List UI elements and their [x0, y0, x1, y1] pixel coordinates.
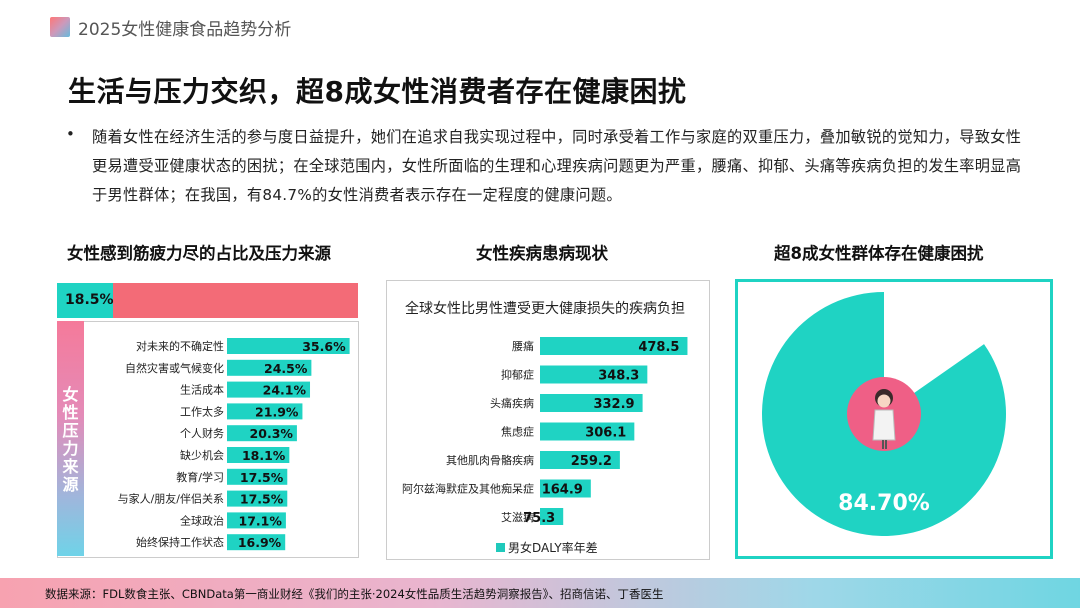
legend-swatch	[496, 543, 505, 552]
category-label: 始终保持工作状态	[136, 535, 224, 549]
bar	[227, 338, 350, 354]
side-label: 女性压力来源	[57, 386, 84, 494]
figure-body	[872, 409, 896, 441]
category-label: 工作太多	[180, 404, 224, 418]
middle-section-title: 女性疾病患病现状	[476, 244, 608, 263]
category-label: 阿尔兹海默症及其他痴呆症	[402, 482, 534, 496]
bullet-dot: •	[66, 125, 75, 143]
legend-label: 男女DALY率年差	[508, 541, 598, 555]
exhausted-share-label: 18.5%	[65, 292, 114, 308]
value-label: 306.1	[585, 426, 626, 441]
left-section-title: 女性感到筋疲力尽的占比及压力来源	[67, 244, 331, 263]
side-label-strip	[57, 321, 84, 556]
value-label: 75.3	[523, 511, 555, 525]
side-label-char: 力	[62, 439, 79, 458]
intro-paragraph: 随着女性在经济生活的参与度日益提升，她们在追求自我实现过程中，同时承受着工作与家…	[92, 128, 1022, 204]
side-label-char: 来	[62, 457, 79, 476]
value-label: 17.1%	[239, 513, 283, 528]
side-label-char: 性	[62, 403, 79, 422]
value-label: 17.5%	[240, 492, 284, 507]
header-logo-icon	[50, 17, 70, 37]
value-label: 478.5	[638, 340, 679, 355]
category-label: 教育/学习	[176, 470, 224, 484]
category-label: 自然灾害或气候变化	[125, 361, 224, 375]
bar	[540, 508, 564, 525]
page-title: 生活与压力交织，超8成女性消费者存在健康困扰	[68, 75, 687, 108]
value-label: 21.9%	[255, 404, 299, 419]
bar	[540, 394, 643, 412]
category-label: 个人财务	[180, 426, 224, 440]
category-label: 生活成本	[180, 383, 224, 397]
right-section-title: 超8成女性群体存在健康困扰	[774, 244, 984, 263]
value-label: 35.6%	[302, 339, 346, 354]
bar	[227, 381, 311, 398]
value-label: 24.1%	[263, 383, 307, 398]
category-label: 焦虑症	[501, 425, 534, 439]
bar	[540, 422, 635, 441]
category-label: 艾滋病	[501, 510, 534, 524]
value-label: 18.1%	[242, 448, 286, 463]
category-label: 对未来的不确定性	[136, 339, 224, 353]
bar	[227, 359, 312, 376]
category-label: 全球政治	[180, 513, 224, 527]
figure-leg	[882, 440, 884, 449]
category-label: 抑郁症	[501, 368, 534, 382]
bar	[227, 534, 286, 551]
value-label: 332.9	[593, 397, 634, 412]
side-label-char: 压	[62, 421, 79, 440]
category-label: 腰痛	[512, 339, 534, 353]
value-label: 164.9	[542, 483, 583, 498]
value-label: 20.3%	[250, 426, 294, 441]
bar	[227, 425, 297, 442]
bar	[227, 468, 288, 485]
category-label: 与家人/朋友/伴侣关系	[118, 492, 224, 506]
value-label: 17.5%	[240, 470, 284, 485]
footer-bar: 数据来源：FDL数食主张、CBNData第一商业财经《我们的主张·2024女性品…	[0, 578, 1080, 608]
figure-leg	[885, 440, 887, 449]
side-label-char: 女	[62, 385, 79, 404]
bar	[227, 490, 288, 507]
side-label-char: 源	[62, 475, 79, 494]
bar	[227, 447, 290, 463]
category-label: 头痛疾病	[490, 396, 534, 410]
bar	[540, 337, 688, 355]
health-issue-pie: 84.70%	[762, 292, 1006, 536]
header-label: 2025女性健康食品趋势分析	[78, 20, 292, 40]
bar	[227, 512, 286, 529]
value-label: 259.2	[571, 454, 612, 469]
bar	[227, 403, 303, 420]
bar	[540, 479, 591, 498]
value-label: 16.9%	[238, 535, 282, 550]
bar	[540, 365, 648, 384]
source-note: 数据来源：FDL数食主张、CBNData第一商业财经《我们的主张·2024女性品…	[45, 587, 664, 601]
pie-value-label: 84.70%	[838, 491, 930, 516]
category-label: 其他肌肉骨骼疾病	[446, 453, 534, 467]
category-label: 缺少机会	[180, 448, 224, 462]
figure-face	[877, 394, 891, 408]
disease-chart-title: 全球女性比男性遭受更大健康损失的疾病负担	[405, 301, 685, 317]
woman-figure-icon	[872, 389, 896, 449]
disease-burden-chart: 腰痛 478.5 抑郁症 348.3 头痛疾病 332.9 焦虑症 306.1 其他肌肉骨骼疾病…	[402, 337, 688, 525]
stress-sources-chart: 对未来的不确定性 35.6% 自然灾害或气候变化 24.5% 生活成本 24.1% 工作太多…	[118, 338, 350, 551]
bar	[540, 451, 620, 469]
exhausted-share-box: 18.5%	[57, 283, 114, 318]
value-label: 24.5%	[264, 361, 308, 376]
value-label: 348.3	[598, 369, 639, 384]
